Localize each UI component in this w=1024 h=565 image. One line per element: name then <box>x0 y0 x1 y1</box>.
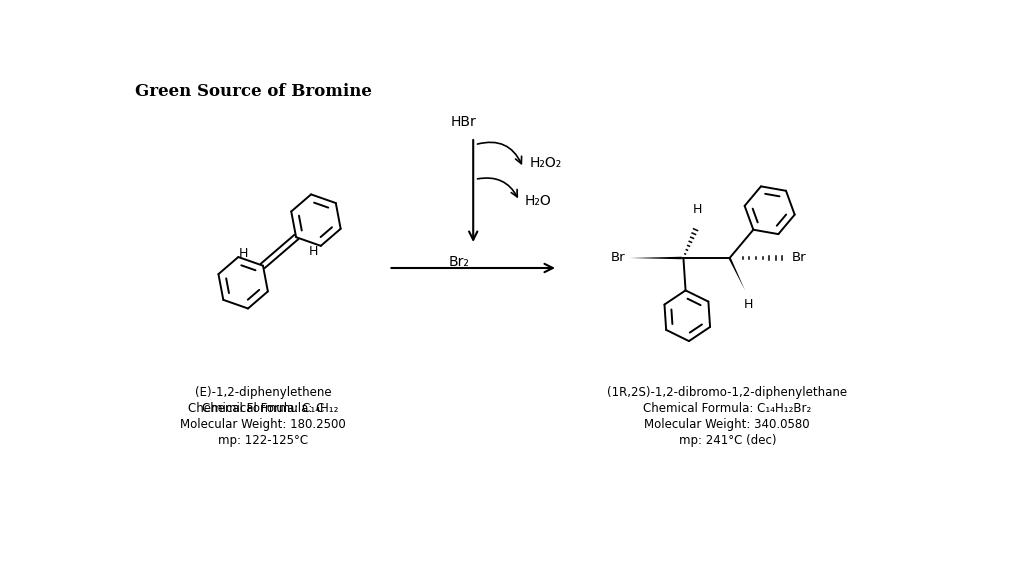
Text: Br: Br <box>610 251 625 264</box>
Text: Molecular Weight: 180.2500: Molecular Weight: 180.2500 <box>180 418 346 431</box>
Text: H: H <box>239 247 248 260</box>
Text: Chemical Formula: C: Chemical Formula: C <box>202 402 325 415</box>
Text: H: H <box>743 298 753 311</box>
Text: Chemical Formula: C₁₄H₁₂: Chemical Formula: C₁₄H₁₂ <box>187 402 338 415</box>
Text: Chemical Formula: C₁₄H₁₂Br₂: Chemical Formula: C₁₄H₁₂Br₂ <box>643 402 811 415</box>
Text: Molecular Weight: 340.0580: Molecular Weight: 340.0580 <box>644 418 810 431</box>
Polygon shape <box>729 258 745 290</box>
Text: mp: 241°C (dec): mp: 241°C (dec) <box>679 434 776 447</box>
Text: H₂O: H₂O <box>524 194 552 208</box>
Text: Green Source of Bromine: Green Source of Bromine <box>135 83 372 100</box>
Text: mp: 122-125°C: mp: 122-125°C <box>218 434 308 447</box>
Text: H: H <box>308 245 317 258</box>
Text: HBr: HBr <box>452 115 477 129</box>
Text: H₂O₂: H₂O₂ <box>529 155 562 169</box>
Text: Br: Br <box>792 251 807 264</box>
Text: Br₂: Br₂ <box>449 255 470 269</box>
Polygon shape <box>630 257 682 259</box>
Text: H: H <box>692 203 702 216</box>
Text: (E)-1,2-diphenylethene: (E)-1,2-diphenylethene <box>195 386 332 399</box>
Text: (1R,2S)-1,2-dibromo-1,2-diphenylethane: (1R,2S)-1,2-dibromo-1,2-diphenylethane <box>607 386 848 399</box>
